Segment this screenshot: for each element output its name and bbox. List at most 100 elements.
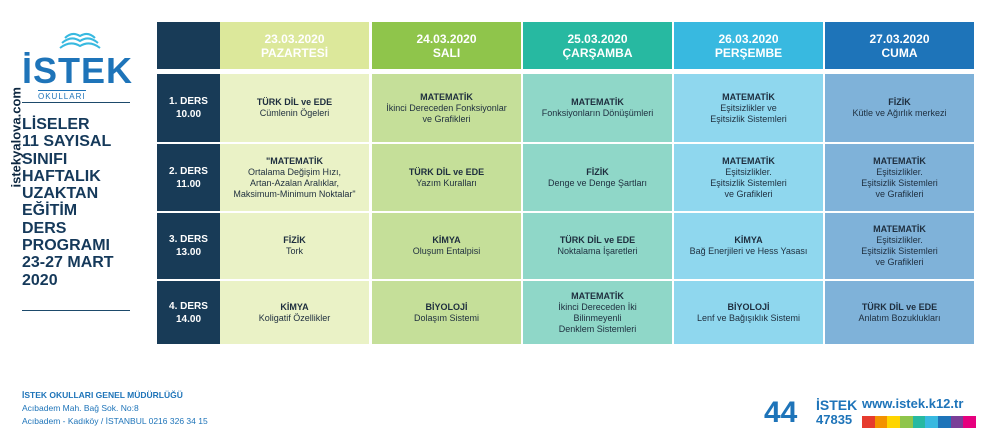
phone-number: 47835 — [816, 412, 853, 427]
lesson-time: 13.00 — [175, 247, 202, 258]
topic-line: Artan-Azalan Aralıklar, — [249, 177, 340, 188]
color-bar — [874, 416, 888, 428]
topic-line: Anlatım Bozuklukları — [858, 312, 941, 323]
day-header-2: 24.03.2020 SALI — [372, 22, 521, 69]
logo-subtext: OKULLARI — [38, 90, 86, 101]
topic-line: Cümlenin Ögeleri — [259, 108, 330, 118]
topic-line: Eşitsizlikler. — [876, 235, 923, 245]
topic-line: Tork — [285, 246, 303, 256]
address-line-1: Acıbadem Mah. Bağ Sok. No:8 — [22, 403, 139, 413]
topic-line: ve Grafikleri — [875, 257, 924, 267]
day-date: 25.03.2020 — [567, 31, 628, 46]
topic-line: ve Grafikleri — [422, 113, 471, 124]
header-corner — [157, 22, 220, 69]
topic-line: Fonksiyonların Dönüşümleri — [541, 108, 654, 118]
lesson-time: 10.00 — [175, 109, 202, 120]
schedule-cell: MATEMATİK İkinci Dereceden Fonksiyonlar ve… — [372, 74, 521, 142]
schedule-cell: TÜRK DİL ve EDE Noktalama İşaretleri — [523, 213, 672, 279]
schedule-cell: KİMYA Oluşum Entalpisi — [372, 213, 521, 279]
color-bar — [963, 416, 977, 428]
subject-name: MATEMATİK — [571, 290, 624, 301]
sidebar: istekyalova.com İSTEK OKULLARI LİSELER 1… — [0, 0, 150, 400]
subject-name: KİMYA — [734, 235, 763, 245]
phone-brand: İSTEK — [816, 397, 858, 413]
schedule-cell: FİZİK Tork — [220, 213, 369, 279]
schedule-cell: FİZİK Kütle ve Ağırlık merkezi — [825, 74, 974, 142]
topic-line: Oluşum Entalpisi — [412, 246, 481, 256]
lesson-label-2: 2. DERS 11.00 — [157, 144, 220, 211]
topic-line: İkinci Dereceden İki — [558, 301, 637, 312]
topic-line: Eşitsizlikler ve — [720, 102, 777, 113]
day-name: CUMA — [881, 45, 918, 60]
topic-line: Kütle ve Ağırlık merkezi — [852, 108, 947, 118]
topic-line: ve Grafikleri — [875, 188, 924, 199]
schedule-cell: KİMYA Bağ Enerjileri ve Hess Yasası — [674, 213, 823, 279]
divider-top — [22, 102, 130, 103]
logo-text: İSTEK — [22, 50, 134, 91]
lesson-label-3: 3. DERS 13.00 — [157, 213, 220, 279]
topic-line: Eşitsizlik Sistemleri — [861, 177, 938, 188]
day-date: 24.03.2020 — [416, 31, 477, 46]
subject-name: BİYOLOJİ — [727, 301, 770, 312]
day-date: 23.03.2020 — [264, 31, 325, 46]
schedule-cell: MATEMATİK Eşitsizlikler ve Eşitsizlik Sist… — [674, 74, 823, 142]
color-bar — [887, 416, 901, 428]
day-header-1: 23.03.2020 PAZARTESİ — [220, 22, 369, 69]
day-date: 26.03.2020 — [718, 31, 779, 46]
divider-bottom — [22, 310, 130, 311]
schedule-cell: MATEMATİK Eşitsizlikler. Eşitsizlik Sistem… — [825, 144, 974, 211]
subject-name: "MATEMATİK — [266, 155, 323, 166]
subject-name: TÜRK DİL ve EDE — [861, 301, 938, 312]
topic-line: Koligatif Özellikler — [258, 312, 331, 323]
color-bar — [950, 416, 964, 428]
vertical-url: istekyalova.com — [3, 40, 24, 190]
day-name: PAZARTESİ — [260, 45, 329, 60]
schedule-cell: MATEMATİK Eşitsizlikler. Eşitsizlik Sistem… — [674, 144, 823, 211]
lesson-number: 4. DERS — [169, 300, 208, 312]
topic-line: Denklem Sistemleri — [558, 323, 637, 334]
schedule-cell: MATEMATİK İkinci Dereceden İki Bilinmeyenl… — [523, 281, 672, 344]
schedule-cell: TÜRK DİL ve EDE Anlatım Bozuklukları — [825, 281, 974, 344]
day-name: SALI — [432, 45, 461, 60]
schedule-cell: BİYOLOJİ Dolaşım Sistemi — [372, 281, 521, 344]
topic-line: Ortalama Değişim Hızı, — [247, 166, 342, 177]
subject-name: MATEMATİK — [722, 91, 775, 102]
color-bar — [862, 416, 875, 428]
topic-line: Eşitsizlik Sistemleri — [861, 246, 938, 256]
subject-name: MATEMATİK — [571, 97, 624, 107]
topic-line: Eşitsizlikler. — [725, 166, 772, 177]
day-date: 27.03.2020 — [869, 31, 930, 46]
subject-name: MATEMATİK — [420, 91, 473, 102]
color-bar — [938, 416, 951, 428]
subject-name: KİMYA — [280, 301, 309, 312]
lesson-time: 14.00 — [175, 313, 202, 325]
lesson-label-1: 1. DERS 10.00 — [157, 74, 220, 142]
schedule-cell: TÜRK DİL ve EDE Cümlenin Ögeleri — [220, 74, 369, 142]
topic-line: Lenf ve Bağışıklık Sistemi — [696, 312, 801, 323]
company-name: İSTEK OKULLARI GENEL MÜDÜRLÜĞÜ — [22, 390, 183, 400]
lesson-number: 1. DERS — [169, 96, 208, 107]
topic-line: İkinci Dereceden Fonksiyonlar — [386, 102, 507, 113]
day-name: PERŞEMBE — [714, 45, 783, 60]
day-name: ÇARŞAMBA — [562, 45, 633, 60]
schedule-cell: FİZİK Denge ve Denge Şartları — [523, 144, 672, 211]
topic-line: Bağ Enerjileri ve Hess Yasası — [689, 246, 808, 256]
phone-prefix: 44 — [764, 396, 798, 429]
schedule-cell: BİYOLOJİ Lenf ve Bağışıklık Sistemi — [674, 281, 823, 344]
topic-line: Dolaşım Sistemi — [413, 312, 479, 323]
footer-address: İSTEK OKULLARI GENEL MÜDÜRLÜĞÜ Acıbadem … — [22, 389, 208, 428]
lesson-number: 2. DERS — [169, 165, 208, 177]
address-line-2: Acıbadem - Kadıköy / İSTANBUL 0216 326 3… — [22, 416, 208, 426]
topic-line: Eşitsizlikler. — [876, 166, 923, 177]
subject-name: TÜRK DİL ve EDE — [408, 166, 485, 177]
day-header-4: 26.03.2020 PERŞEMBE — [674, 22, 823, 69]
schedule-cell: TÜRK DİL ve EDE Yazım Kuralları — [372, 144, 521, 211]
lesson-number: 3. DERS — [169, 234, 208, 245]
schedule-cell: KİMYA Koligatif Özellikler — [220, 281, 369, 344]
subject-name: MATEMATİK — [873, 224, 926, 234]
day-header-5: 27.03.2020 CUMA — [825, 22, 974, 69]
subject-name: BİYOLOJİ — [425, 301, 468, 312]
istek-logo: İSTEK OKULLARI — [22, 28, 134, 101]
topic-line: Bilinmeyenli — [573, 312, 622, 323]
website-link[interactable]: www.istek.k12.tr — [862, 396, 964, 411]
